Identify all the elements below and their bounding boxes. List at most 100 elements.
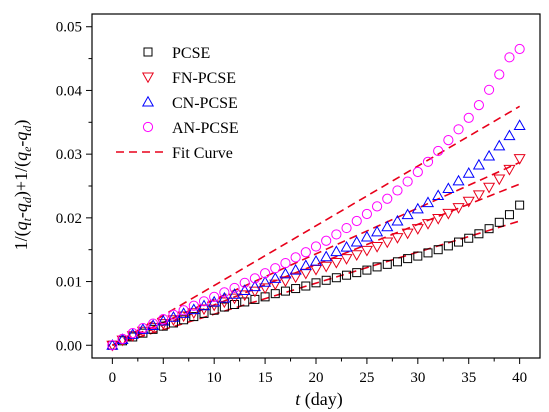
data-point — [474, 229, 484, 239]
data-point — [136, 323, 149, 334]
data-point — [433, 145, 444, 157]
fit-curve-line — [112, 183, 520, 347]
data-point — [321, 275, 331, 285]
data-point — [249, 273, 261, 284]
data-point — [311, 278, 321, 288]
data-point — [179, 315, 189, 325]
data-point — [137, 322, 149, 334]
data-point — [259, 275, 272, 287]
data-point — [248, 280, 261, 292]
data-point — [289, 263, 302, 275]
y-axis: 0.00 0.01 0.02 0.03 0.04 0.05 — [56, 20, 92, 354]
data-point — [127, 328, 138, 339]
data-point — [351, 215, 362, 227]
y-tick-label: 0.05 — [56, 20, 82, 36]
data-point — [259, 268, 271, 279]
data-point — [147, 322, 160, 334]
data-point — [168, 309, 179, 320]
data-point — [352, 268, 362, 278]
data-point — [117, 333, 128, 344]
legend-item-cn-pcse: CN-PCSE — [141, 95, 238, 112]
data-point — [473, 99, 485, 111]
data-point — [504, 52, 515, 63]
legend-label: PCSE — [172, 45, 210, 62]
data-point — [402, 176, 413, 187]
legend-label: FN-PCSE — [172, 70, 236, 87]
data-point — [198, 296, 210, 307]
data-point — [503, 129, 516, 141]
data-point — [116, 335, 129, 347]
y-tick-label: 0.00 — [56, 338, 82, 354]
data-point — [269, 272, 282, 283]
data-point — [208, 295, 221, 307]
data-point — [147, 319, 160, 331]
x-tick-label: 0 — [109, 370, 117, 386]
data-point — [443, 135, 454, 146]
data-point — [126, 331, 139, 342]
legend-marker — [141, 95, 155, 107]
data-point — [392, 185, 403, 196]
data-point — [371, 201, 383, 212]
data-point — [504, 210, 514, 220]
data-point — [360, 245, 373, 257]
data-point — [238, 290, 251, 302]
data-point — [269, 279, 282, 291]
data-point — [392, 257, 402, 267]
data-point — [432, 189, 445, 201]
data-point — [452, 203, 465, 214]
data-point — [219, 287, 230, 298]
data-point — [462, 196, 475, 208]
data-point — [494, 69, 505, 80]
data-point — [342, 270, 352, 280]
data-point — [279, 276, 292, 288]
data-point — [229, 282, 240, 294]
data-point — [331, 273, 341, 283]
data-point — [341, 222, 352, 234]
data-point — [228, 288, 241, 299]
x-tick-label: 10 — [207, 370, 222, 386]
data-markers — [106, 43, 526, 352]
data-point — [493, 139, 506, 151]
y-tick-label: 0.04 — [56, 83, 83, 99]
series-an-pcse — [107, 43, 525, 351]
y-tick-label: 0.02 — [56, 211, 82, 227]
data-point — [167, 311, 180, 322]
data-point — [279, 267, 292, 279]
data-point — [259, 283, 272, 295]
data-point — [401, 228, 414, 240]
data-point — [391, 214, 404, 226]
data-point — [219, 302, 229, 312]
data-point — [270, 289, 280, 299]
data-point — [248, 286, 261, 298]
data-point — [483, 84, 495, 95]
data-point — [411, 224, 424, 235]
data-point — [421, 196, 435, 208]
data-point — [157, 314, 170, 326]
data-point — [462, 167, 475, 178]
series-cn-pcse — [106, 119, 526, 350]
data-point — [299, 268, 312, 280]
y-tick-label: 0.03 — [56, 147, 82, 163]
legend-marker — [142, 121, 154, 133]
data-point — [411, 202, 424, 214]
data-point — [391, 233, 404, 244]
x-tick-label: 40 — [512, 370, 527, 386]
data-point — [239, 277, 250, 288]
data-point — [299, 259, 312, 271]
x-tick-label: 20 — [309, 370, 324, 386]
data-point — [381, 220, 394, 232]
data-point — [515, 200, 525, 210]
data-point — [513, 154, 526, 165]
data-point — [187, 303, 200, 315]
data-point — [238, 284, 251, 295]
data-point — [421, 219, 435, 230]
data-point — [126, 328, 139, 339]
data-point — [371, 225, 384, 237]
data-point — [454, 237, 464, 247]
legend-item-an-pcse: AN-PCSE — [142, 120, 239, 137]
data-point — [362, 265, 372, 275]
x-tick-label: 35 — [461, 370, 476, 386]
data-point — [371, 242, 384, 253]
x-tick-label: 5 — [160, 370, 168, 386]
